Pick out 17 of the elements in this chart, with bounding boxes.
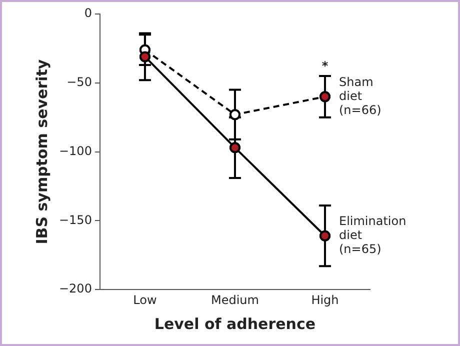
x-axis-title: Level of adherence [154, 314, 316, 333]
x-tick-label: High [311, 292, 339, 307]
series-label: Sham diet (n=66) [338, 74, 382, 117]
y-tick-label: −100 [58, 144, 92, 158]
y-tick-label: −150 [58, 212, 92, 227]
annotation: * [322, 58, 329, 73]
y-tick-label: −50 [66, 75, 92, 90]
point [319, 230, 330, 242]
x-tick-label: Medium [210, 292, 259, 307]
series-label: Elimination diet (n=65) [338, 214, 406, 256]
y-axis-title: IBS symptom severity [32, 59, 51, 244]
point [229, 142, 240, 154]
y-tick-label: −200 [58, 282, 92, 296]
point [229, 109, 240, 120]
x-tick-label: Low [133, 292, 157, 307]
y-tick-label: 0 [84, 6, 92, 20]
point [139, 51, 150, 62]
